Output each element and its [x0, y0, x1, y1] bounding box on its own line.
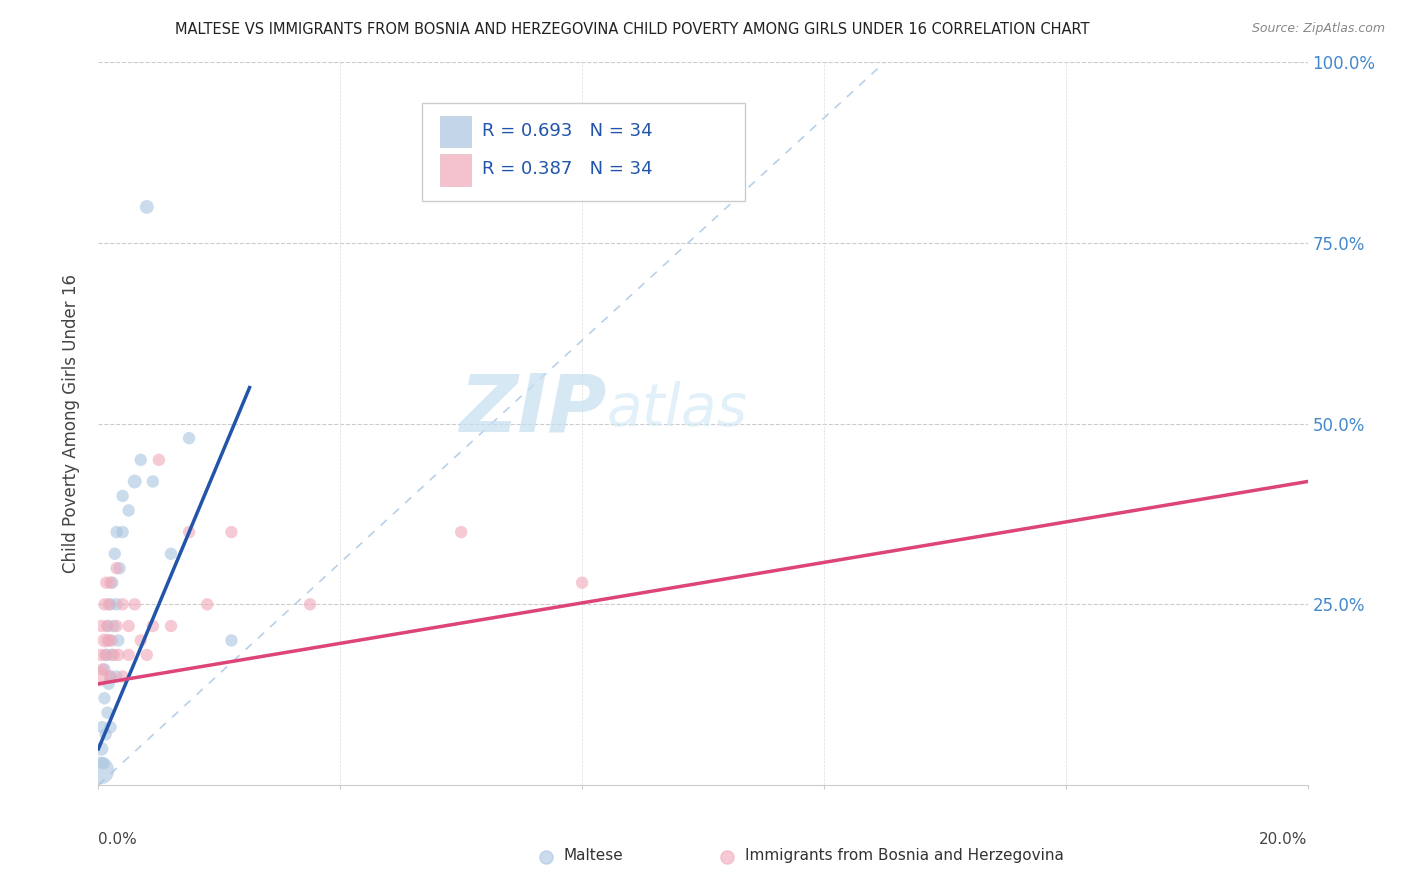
Point: [160, 619, 183, 633]
Point: [93, 598, 115, 612]
Text: R = 0.387   N = 34: R = 0.387 N = 34: [482, 161, 652, 178]
Point: [91, 662, 114, 676]
Point: [108, 561, 131, 575]
Point: [124, 598, 146, 612]
Point: [96, 706, 118, 720]
Point: [103, 648, 125, 662]
Point: [195, 598, 218, 612]
Text: Source: ZipAtlas.com: Source: ZipAtlas.com: [1251, 22, 1385, 36]
Point: [94, 648, 117, 662]
Point: [118, 619, 141, 633]
Text: Maltese: Maltese: [564, 848, 624, 863]
Point: [93, 633, 115, 648]
Point: [142, 619, 165, 633]
Point: [118, 648, 141, 662]
Point: [107, 633, 129, 648]
Point: [100, 575, 122, 590]
Point: [105, 561, 128, 575]
Point: [103, 619, 125, 633]
Text: atlas: atlas: [606, 381, 747, 438]
Point: [160, 547, 183, 561]
Point: [100, 669, 122, 683]
Point: [118, 503, 141, 517]
Point: [97, 598, 120, 612]
Point: [111, 669, 134, 683]
Point: [135, 648, 157, 662]
Point: [104, 547, 127, 561]
Point: [97, 677, 120, 691]
Point: [100, 669, 122, 683]
Text: ZIP: ZIP: [458, 370, 606, 449]
Point: [450, 524, 472, 539]
Point: [107, 648, 129, 662]
Point: [100, 633, 122, 648]
Point: [129, 452, 152, 467]
Point: [105, 524, 128, 539]
Point: [221, 633, 243, 648]
Text: R = 0.693   N = 34: R = 0.693 N = 34: [482, 122, 652, 140]
Point: [105, 669, 128, 683]
Point: [96, 619, 118, 633]
Point: [96, 575, 118, 590]
Point: [96, 648, 118, 662]
Y-axis label: Child Poverty Among Girls Under 16: Child Poverty Among Girls Under 16: [62, 274, 80, 574]
Point: [93, 662, 115, 676]
Text: MALTESE VS IMMIGRANTS FROM BOSNIA AND HERZEGOVINA CHILD POVERTY AMONG GIRLS UNDE: MALTESE VS IMMIGRANTS FROM BOSNIA AND HE…: [176, 22, 1090, 37]
Text: 20.0%: 20.0%: [1260, 832, 1308, 847]
Point: [94, 727, 117, 741]
Point: [221, 524, 243, 539]
Point: [299, 598, 322, 612]
Point: [111, 598, 134, 612]
Point: [100, 598, 122, 612]
Point: [148, 452, 170, 467]
Point: [179, 431, 201, 445]
Point: [135, 200, 157, 214]
Point: [124, 475, 146, 489]
Point: [179, 524, 201, 539]
Point: [96, 633, 118, 648]
Point: [98, 633, 121, 648]
Point: [91, 756, 114, 771]
Point: [129, 633, 152, 648]
Point: [111, 524, 134, 539]
Point: [100, 648, 122, 662]
Point: [96, 619, 118, 633]
Point: [91, 720, 114, 734]
Point: [571, 575, 593, 590]
Point: [90, 619, 112, 633]
Text: Immigrants from Bosnia and Herzegovina: Immigrants from Bosnia and Herzegovina: [745, 848, 1064, 863]
Point: [100, 720, 122, 734]
Point: [89, 669, 111, 683]
Text: 0.0%: 0.0%: [98, 832, 138, 847]
Point: [105, 598, 128, 612]
Point: [105, 619, 128, 633]
Point: [89, 764, 111, 778]
Point: [101, 575, 124, 590]
Point: [90, 648, 112, 662]
Point: [93, 691, 115, 706]
Point: [90, 742, 112, 756]
Point: [142, 475, 165, 489]
Point: [111, 489, 134, 503]
